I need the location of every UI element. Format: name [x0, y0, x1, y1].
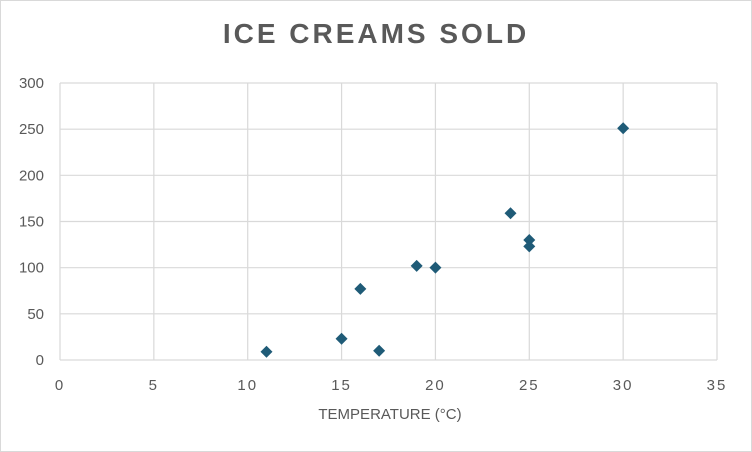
- x-tick-label-7: 35: [707, 377, 728, 394]
- x-tick-label-1: 5: [149, 377, 159, 394]
- y-tick-label-0: 0: [36, 352, 44, 369]
- x-tick-label-0: 0: [55, 377, 65, 394]
- data-point-5: [429, 261, 442, 274]
- x-tick-label-3: 15: [331, 377, 352, 394]
- data-point-8: [523, 240, 536, 253]
- tick-labels: 0 5 10 15 20 25 30 35 0 50 100 150 200 250 300: [19, 75, 728, 394]
- x-tick-label-5: 25: [519, 377, 540, 394]
- data-point-7: [523, 233, 536, 246]
- gridlines: [59, 82, 718, 361]
- y-tick-label-3: 150: [19, 214, 44, 231]
- data-point-9: [617, 122, 630, 135]
- chart-title: ICE CREAMS SOLD: [222, 18, 530, 49]
- data-point-2: [354, 282, 367, 295]
- x-tick-label-6: 30: [613, 377, 634, 394]
- data-point-3: [373, 344, 386, 357]
- x-axis-label: TEMPERATURE (°C): [318, 406, 461, 423]
- y-tick-label-6: 300: [19, 75, 44, 92]
- y-tick-label-2: 100: [19, 260, 44, 277]
- y-tick-label-5: 250: [19, 121, 44, 138]
- data-point-4: [410, 259, 423, 272]
- x-tick-label-4: 20: [425, 377, 446, 394]
- y-tick-label-4: 200: [19, 167, 44, 184]
- data-point-6: [504, 207, 517, 220]
- data-points: [260, 122, 630, 358]
- y-tick-label-1: 50: [27, 306, 44, 323]
- data-point-0: [260, 345, 273, 358]
- x-tick-label-2: 10: [237, 377, 258, 394]
- data-point-1: [335, 332, 348, 345]
